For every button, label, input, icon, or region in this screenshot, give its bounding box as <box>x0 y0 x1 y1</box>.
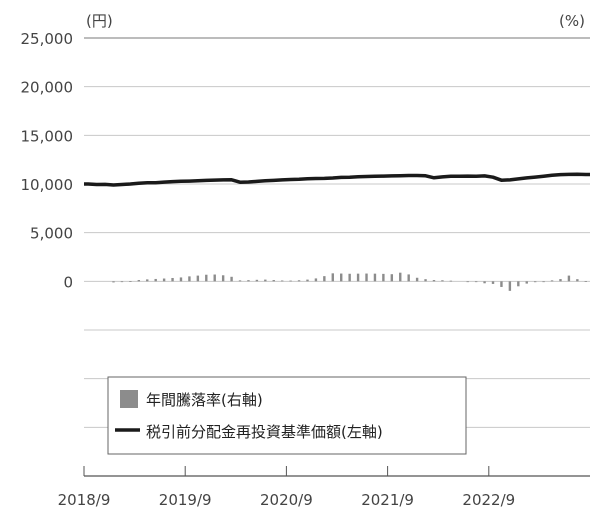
bar <box>247 280 250 282</box>
bar <box>162 278 166 282</box>
bar <box>491 281 495 284</box>
bar <box>415 277 419 282</box>
bar <box>517 281 520 287</box>
bar <box>432 280 436 282</box>
x-tick-label: 2022/9 <box>462 491 515 509</box>
bar <box>407 274 410 282</box>
y-tick-label: 10,000 <box>21 176 74 194</box>
bar <box>533 281 537 283</box>
x-tick-label: 2021/9 <box>361 491 414 509</box>
bar <box>196 275 200 282</box>
bar <box>424 279 427 282</box>
bar <box>340 273 343 282</box>
right-axis-unit-label: (%) <box>559 12 585 30</box>
legend-bar-swatch <box>120 390 138 408</box>
x-tick-label: 2018/9 <box>58 491 111 509</box>
bar <box>297 280 301 282</box>
y-tick-label: 25,000 <box>21 30 74 48</box>
bar <box>213 274 216 282</box>
bar <box>272 280 275 282</box>
bar <box>390 274 394 282</box>
bar <box>323 276 326 282</box>
nav-line <box>84 172 590 187</box>
legend-box <box>107 376 467 455</box>
bar <box>171 277 174 282</box>
bar <box>399 272 402 282</box>
bar <box>205 274 208 282</box>
bar <box>365 273 368 282</box>
bar <box>179 277 183 282</box>
bar <box>584 281 587 282</box>
y-tick-label: 5,000 <box>30 225 73 243</box>
bar <box>306 279 309 282</box>
bar <box>255 279 259 282</box>
bar <box>525 281 528 284</box>
bar <box>576 279 579 282</box>
bar <box>373 273 377 282</box>
bar <box>382 273 385 282</box>
line-series <box>84 172 590 187</box>
bar <box>120 281 124 283</box>
bar <box>289 280 292 282</box>
bar-series <box>112 272 587 291</box>
bar <box>348 273 351 282</box>
bar <box>112 281 115 283</box>
y-tick-label: 20,000 <box>21 79 74 97</box>
bar <box>280 280 284 282</box>
x-tick-label: 2019/9 <box>159 491 212 509</box>
axes: 25,000 20,000 15,000 10,000 5,000 0 2018/9 2019… <box>21 30 590 509</box>
bar <box>559 279 562 282</box>
bar <box>230 276 233 282</box>
bar <box>238 280 242 282</box>
bar <box>146 279 149 282</box>
legend-label-line: 税引前分配金再投資基準価額(左軸) <box>146 423 383 441</box>
bar <box>356 273 360 282</box>
bar <box>129 281 132 282</box>
x-tick-label: 2020/9 <box>260 491 313 509</box>
bar <box>314 278 318 282</box>
bar <box>508 281 512 291</box>
bar <box>188 276 191 282</box>
bar <box>331 273 334 282</box>
bar <box>221 275 225 282</box>
bar <box>137 280 141 282</box>
left-axis-unit-label: (円) <box>86 12 113 30</box>
bar <box>441 280 444 282</box>
bar <box>264 279 267 282</box>
bar <box>567 275 571 282</box>
bar <box>466 281 469 283</box>
y-tick-label: 0 <box>63 273 73 291</box>
bar <box>550 280 554 282</box>
bar <box>500 281 503 287</box>
y-tick-label: 15,000 <box>21 127 74 145</box>
legend: 年間騰落率(右軸) 税引前分配金再投資基準価額(左軸) <box>107 376 467 455</box>
bar <box>449 280 453 282</box>
bar <box>474 281 478 283</box>
bar <box>542 281 545 283</box>
bar <box>154 278 157 282</box>
legend-label-bar: 年間騰落率(右軸) <box>146 391 263 409</box>
bar <box>483 281 486 284</box>
